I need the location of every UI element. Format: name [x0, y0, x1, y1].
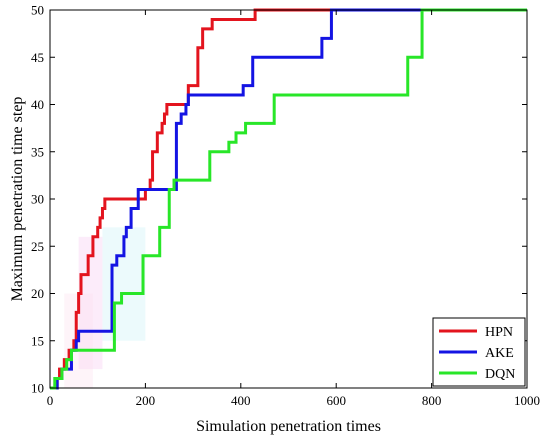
y-tick-label: 45 — [31, 50, 44, 65]
series-line-ake — [50, 8, 527, 390]
axis-ticks: 0 200 400 600 800 1000 10 15 20 25 30 35 40 45 50 — [31, 3, 540, 409]
series-line-dqn — [50, 8, 527, 390]
series-line-hpn — [50, 8, 527, 390]
x-tick-label: 800 — [422, 393, 442, 408]
x-tick-label: 1000 — [514, 393, 540, 408]
y-tick-label: 20 — [31, 286, 44, 301]
y-tick-label: 10 — [31, 381, 44, 396]
series-lines — [50, 8, 527, 390]
x-tick-label: 0 — [47, 393, 54, 408]
y-tick-label: 40 — [31, 97, 44, 112]
legend-label-ake: AKE — [485, 346, 514, 361]
y-tick-label: 15 — [31, 333, 44, 348]
y-tick-label: 30 — [31, 192, 44, 207]
y-tick-label: 50 — [31, 3, 44, 18]
legend-label-dqn: DQN — [485, 367, 515, 382]
legend: HPN AKE DQN — [432, 317, 526, 387]
legend-label-hpn: HPN — [485, 325, 513, 340]
y-tick-label: 35 — [31, 144, 44, 159]
shaded-band — [78, 236, 103, 370]
x-tick-label: 400 — [231, 393, 251, 408]
y-axis-title: Maximum penetration time step — [9, 97, 26, 302]
x-tick-label: 600 — [326, 393, 346, 408]
shaded-regions — [64, 227, 146, 388]
x-axis-title: Simulation penetration times — [196, 418, 381, 435]
x-tick-label: 200 — [136, 393, 156, 408]
y-tick-label: 25 — [31, 239, 44, 254]
